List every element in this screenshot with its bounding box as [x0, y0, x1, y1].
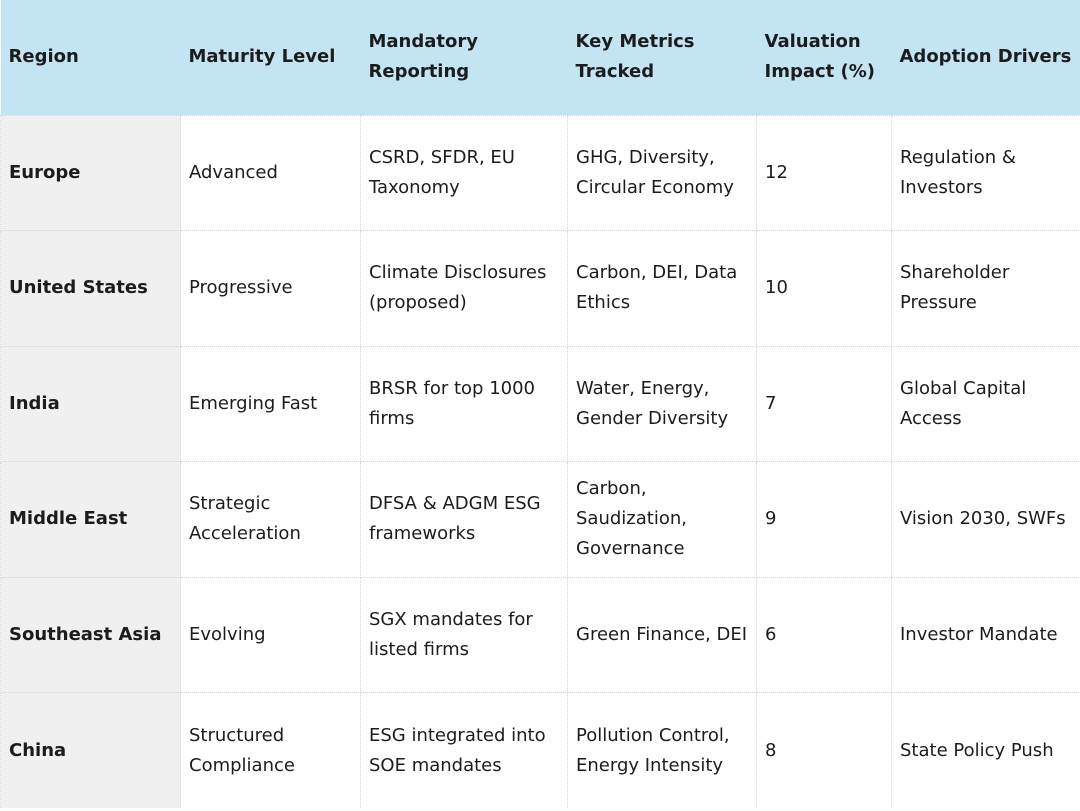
cell-valuation-impact: 12 [756, 114, 892, 231]
cell-key-metrics: Green Finance, DEI [567, 576, 757, 693]
cell-mandatory-reporting: BRSR for top 1000 firms [360, 345, 568, 462]
cell-valuation-impact: 7 [756, 345, 892, 462]
header-valuation-impact: Valuation Impact (%) [764, 31, 876, 83]
cell-mandatory-reporting: CSRD, SFDR, EU Taxonomy [360, 114, 568, 231]
cell-region: China [0, 692, 181, 808]
cell-maturity-level: Evolving [180, 576, 361, 693]
table-row: Europe Advanced CSRD, SFDR, EU Taxonomy … [0, 114, 1080, 231]
cell-key-metrics: Water, Energy, Gender Diversity [567, 345, 757, 462]
header-adoption-drivers: Adoption Drivers [899, 46, 1072, 68]
cell-adoption-drivers: Vision 2030, SWFs [891, 461, 1080, 578]
cell-region: United States [0, 230, 181, 347]
table-row: China Structured Compliance ESG integrat… [0, 692, 1080, 808]
cell-key-metrics: GHG, Diversity, Circular Economy [567, 114, 757, 231]
cell-maturity-level: Emerging Fast [180, 345, 361, 462]
cell-mandatory-reporting: SGX mandates for listed firms [360, 576, 568, 693]
cell-maturity-level: Advanced [180, 114, 361, 231]
cell-region: Southeast Asia [0, 576, 181, 693]
table-header: Region Maturity Level Mandatory Reportin… [0, 0, 1080, 115]
cell-adoption-drivers: Shareholder Pressure [891, 230, 1080, 347]
cell-adoption-drivers: Global Capital Access [891, 345, 1080, 462]
header-row: Region Maturity Level Mandatory Reportin… [0, 0, 1080, 115]
cell-valuation-impact: 10 [756, 230, 892, 347]
cell-mandatory-reporting: DFSA & ADGM ESG frameworks [360, 461, 568, 578]
header-region: Region [8, 46, 79, 68]
cell-adoption-drivers: Regulation & Investors [891, 114, 1080, 231]
cell-key-metrics: Pollution Control, Energy Intensity [567, 692, 757, 808]
table-row: Southeast Asia Evolving SGX mandates for… [0, 576, 1080, 693]
cell-adoption-drivers: State Policy Push [891, 692, 1080, 808]
cell-maturity-level: Structured Compliance [180, 692, 361, 808]
table-body: Europe Advanced CSRD, SFDR, EU Taxonomy … [0, 114, 1080, 808]
cell-maturity-level: Strategic Acceleration [180, 461, 361, 578]
table-row: United States Progressive Climate Disclo… [0, 230, 1080, 347]
cell-valuation-impact: 6 [756, 576, 892, 693]
table-row: India Emerging Fast BRSR for top 1000 fi… [0, 345, 1080, 462]
cell-mandatory-reporting: Climate Disclosures (proposed) [360, 230, 568, 347]
header-key-metrics: Key Metrics Tracked [575, 31, 695, 83]
cell-maturity-level: Progressive [180, 230, 361, 347]
cell-region: Middle East [0, 461, 181, 578]
table-row: Middle East Strategic Acceleration DFSA … [0, 461, 1080, 578]
cell-key-metrics: Carbon, Saudization, Governance [567, 461, 757, 578]
header-mandatory-reporting: Mandatory Reporting [368, 31, 479, 83]
cell-adoption-drivers: Investor Mandate [891, 576, 1080, 693]
header-maturity-level: Maturity Level [188, 46, 336, 68]
cell-valuation-impact: 9 [756, 461, 892, 578]
cell-mandatory-reporting: ESG integrated into SOE mandates [360, 692, 568, 808]
cell-region: India [0, 345, 181, 462]
cell-valuation-impact: 8 [756, 692, 892, 808]
cell-key-metrics: Carbon, DEI, Data Ethics [567, 230, 757, 347]
cell-region: Europe [0, 114, 181, 231]
